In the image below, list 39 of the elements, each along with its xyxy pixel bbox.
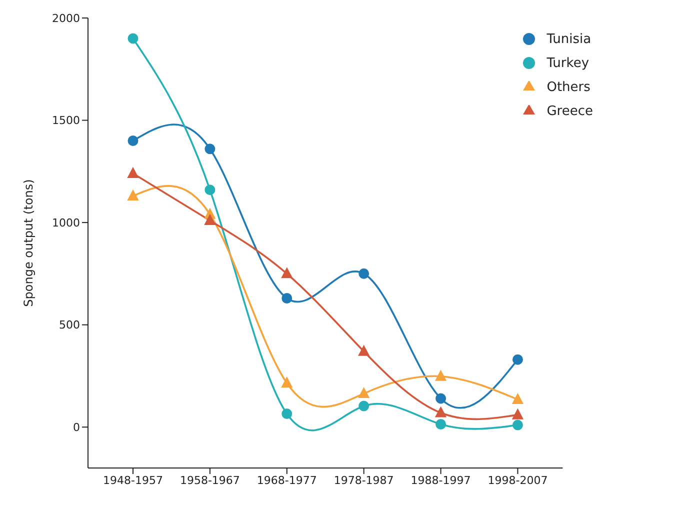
y-tick-label: 1000: [52, 216, 80, 230]
y-axis-title: Sponge output (tons): [21, 179, 36, 307]
x-tick-label: 1968-1977: [256, 474, 317, 487]
y-tick-label: 0: [73, 420, 80, 434]
point: [435, 406, 446, 418]
point: [358, 268, 370, 279]
x-tick-label: 1948-1957: [103, 474, 163, 487]
point: [436, 418, 446, 430]
point: [512, 354, 523, 365]
point: [128, 135, 138, 146]
x-tick-label: 1988-1997: [410, 474, 471, 487]
point: [281, 268, 292, 278]
x-tick-label: 1978-1987: [334, 474, 394, 487]
point: [358, 345, 370, 356]
point: [204, 214, 216, 225]
point: [204, 184, 216, 196]
y-tick-label: 1500: [52, 114, 80, 128]
x-tick-label: 1958-1967: [180, 474, 240, 487]
legend-label: Greece: [546, 104, 593, 119]
legend-label: Tunisia: [546, 32, 592, 47]
point: [204, 144, 216, 154]
point: [512, 408, 524, 420]
point: [281, 377, 292, 388]
legend-label: Others: [546, 80, 590, 95]
y-tick-label: 2000: [52, 12, 80, 25]
point: [358, 388, 370, 398]
point: [282, 292, 292, 304]
point: [436, 393, 446, 404]
y-tick-label: 500: [59, 318, 80, 332]
point: [512, 420, 523, 430]
point: [128, 33, 138, 44]
point: [435, 370, 446, 381]
point: [358, 400, 370, 412]
point: [128, 190, 138, 200]
legend-label: Turkey: [546, 56, 590, 71]
point: [282, 408, 292, 420]
point: [128, 167, 138, 178]
point: [512, 393, 524, 404]
x-tick-label: 1998-2007: [488, 474, 548, 487]
